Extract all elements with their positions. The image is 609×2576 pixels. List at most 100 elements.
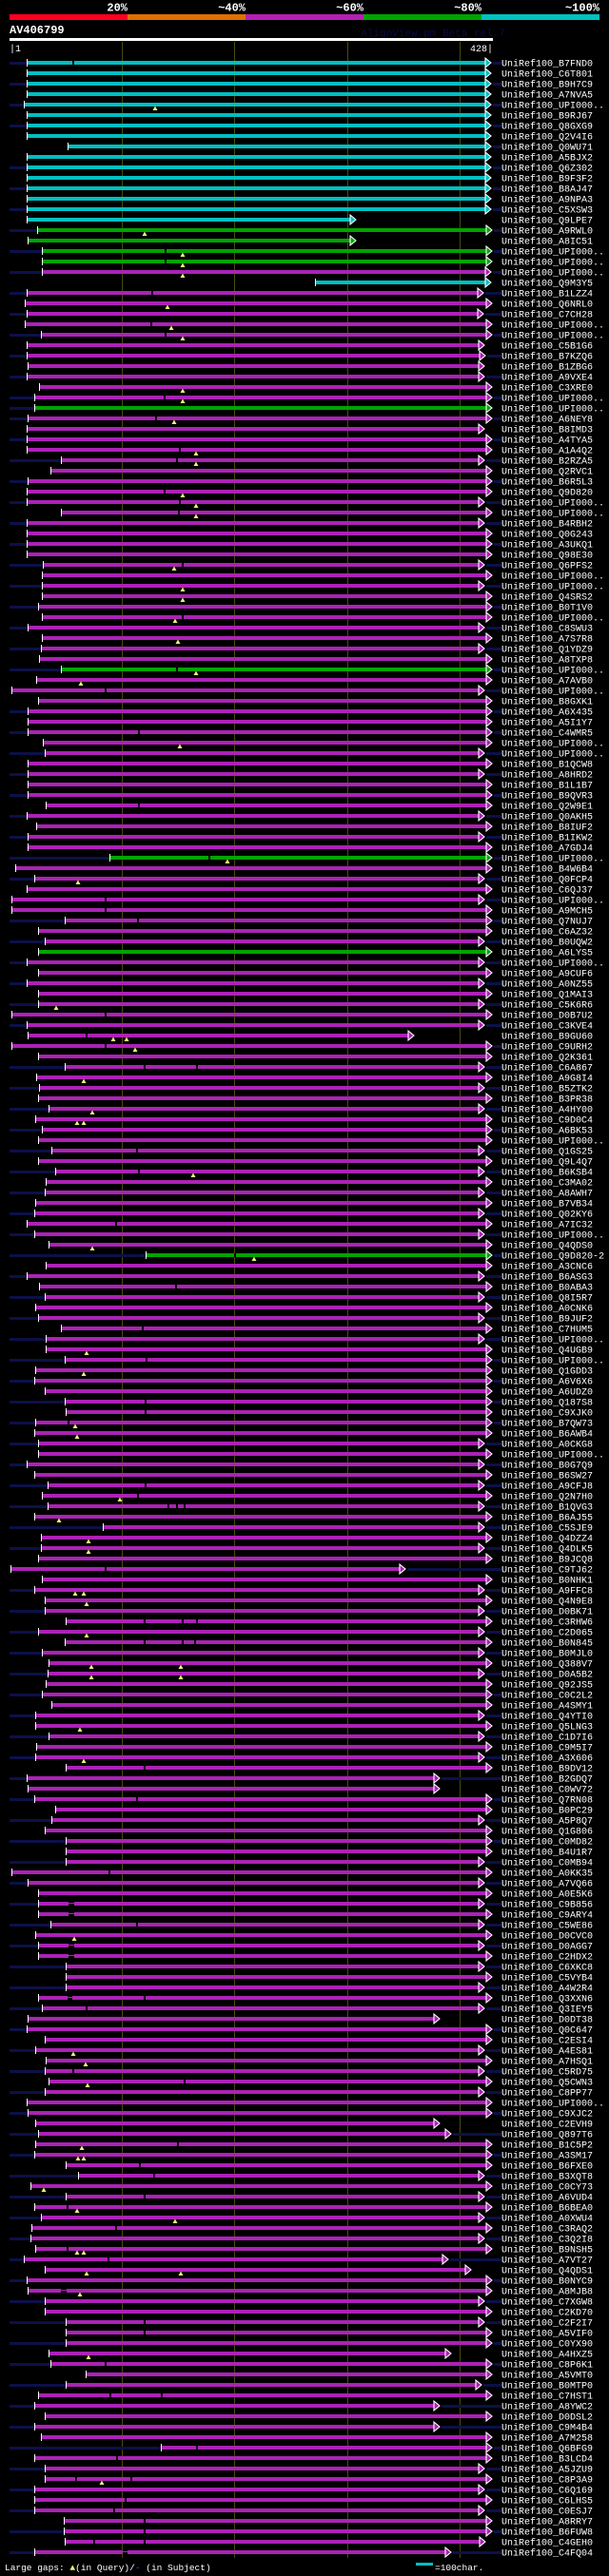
svg-text:UniRef100_B2RZA5: UniRef100_B2RZA5	[501, 456, 593, 468]
svg-text:UniRef100_A0NZ55: UniRef100_A0NZ55	[501, 979, 593, 991]
svg-text:UniRef100_Q2RVC1: UniRef100_Q2RVC1	[501, 467, 593, 478]
svg-text:UniRef100_C3RAQ2: UniRef100_C3RAQ2	[501, 2224, 593, 2236]
svg-text:UniRef100_C6A867: UniRef100_C6A867	[501, 1063, 593, 1075]
svg-text:UniRef100_A0CNK6: UniRef100_A0CNK6	[501, 1304, 593, 1315]
svg-text:UniRef100_Q2N7H0: UniRef100_Q2N7H0	[501, 1492, 593, 1503]
svg-text:UniRef100_C8PP77: UniRef100_C8PP77	[501, 2088, 593, 2100]
svg-text:UniRef100_B3XQT8: UniRef100_B3XQT8	[501, 2172, 593, 2183]
svg-text:UniRef100_UPI000..: UniRef100_UPI000..	[501, 571, 604, 583]
svg-text:428|: 428|	[470, 44, 493, 55]
svg-text:UniRef100_A9NPA3: UniRef100_A9NPA3	[501, 195, 593, 206]
svg-text:=100char.: =100char.	[435, 2563, 483, 2573]
svg-text:UniRef100_Q0G243: UniRef100_Q0G243	[501, 530, 593, 541]
svg-text:UniRef100_C9XJK0: UniRef100_C9XJK0	[501, 1408, 593, 1420]
svg-text:UniRef100_C8P6K1: UniRef100_C8P6K1	[501, 2360, 593, 2372]
svg-text:UniRef100_Q0WU71: UniRef100_Q0WU71	[501, 143, 593, 154]
svg-text:AV406799: AV406799	[10, 24, 65, 37]
svg-text:UniRef100_C0ESJ7: UniRef100_C0ESJ7	[501, 2507, 593, 2518]
svg-text:UniRef100_B2GDQ7: UniRef100_B2GDQ7	[501, 1774, 593, 1786]
svg-text:UniRef100_A6LYS5: UniRef100_A6LYS5	[501, 948, 593, 959]
svg-text:UniRef100_A8HRD2: UniRef100_A8HRD2	[501, 770, 593, 782]
svg-text:UniRef100_A5VIF0: UniRef100_A5VIF0	[501, 2329, 593, 2340]
svg-text:UniRef100_B5ZTK2: UniRef100_B5ZTK2	[501, 1084, 593, 1095]
svg-text:UniRef100_A9G8I4: UniRef100_A9G8I4	[501, 1074, 593, 1085]
svg-text:UniRef100_B9JUF2: UniRef100_B9JUF2	[501, 1314, 593, 1326]
svg-text:UniRef100_Q5CWN3: UniRef100_Q5CWN3	[501, 2078, 593, 2089]
svg-text:~60%: ~60%	[336, 2, 364, 15]
svg-text:UniRef100_C3XRE0: UniRef100_C3XRE0	[501, 383, 593, 395]
svg-text:UniRef100_Q1YDZ9: UniRef100_Q1YDZ9	[501, 645, 593, 656]
svg-text:UniRef100_A6BK53: UniRef100_A6BK53	[501, 1126, 593, 1137]
svg-text:UniRef100_C0WV72: UniRef100_C0WV72	[501, 1785, 593, 1796]
svg-text:UniRef100_D0A5B2: UniRef100_D0A5B2	[501, 1670, 593, 1681]
svg-text:UniRef100_B8IUF2: UniRef100_B8IUF2	[501, 823, 593, 834]
svg-text:UniRef100_C0YX90: UniRef100_C0YX90	[501, 2339, 593, 2351]
svg-text:UniRef100_A0KK35: UniRef100_A0KK35	[501, 1869, 593, 1880]
svg-text:UniRef100_C5XSW3: UniRef100_C5XSW3	[501, 205, 593, 217]
svg-text:UniRef100_Q2V4I6: UniRef100_Q2V4I6	[501, 132, 593, 144]
svg-text:UniRef100_C3RHW6: UniRef100_C3RHW6	[501, 1617, 593, 1629]
svg-text:UniRef100_B1LZZ4: UniRef100_B1LZZ4	[501, 289, 593, 300]
svg-text:UniRef100_Q3IEY5: UniRef100_Q3IEY5	[501, 2005, 593, 2016]
svg-text:UniRef100_B9QVR3: UniRef100_B9QVR3	[501, 791, 593, 803]
svg-text:UniRef100_C0C2L2: UniRef100_C0C2L2	[501, 1691, 593, 1702]
svg-text:UniRef100_A5BJX2: UniRef100_A5BJX2	[501, 153, 593, 165]
svg-text:UniRef100_B6BEA0: UniRef100_B6BEA0	[501, 2203, 593, 2215]
svg-text:UniRef100_UPI000..: UniRef100_UPI000..	[501, 854, 604, 865]
svg-text:UniRef100_B1QCW8: UniRef100_B1QCW8	[501, 760, 593, 771]
svg-text:UniRef100_A7GDJ4: UniRef100_A7GDJ4	[501, 843, 593, 855]
svg-text:UniRef100_A9MCH5: UniRef100_A9MCH5	[501, 906, 593, 918]
svg-text:UniRef100_Q9M3Y5: UniRef100_Q9M3Y5	[501, 279, 593, 290]
svg-text:~100%: ~100%	[565, 2, 600, 15]
svg-text:UniRef100_B7FND0: UniRef100_B7FND0	[501, 59, 593, 70]
svg-text:UniRef100_UPI000..: UniRef100_UPI000..	[501, 1230, 604, 1242]
svg-text:UniRef100_B9JCQ8: UniRef100_B9JCQ8	[501, 1555, 593, 1566]
svg-text:UniRef100_C4FQ04: UniRef100_C4FQ04	[501, 2548, 593, 2560]
svg-text:UniRef100_B6FUW8: UniRef100_B6FUW8	[501, 2528, 593, 2539]
svg-text:UniRef100_C2HDX2: UniRef100_C2HDX2	[501, 1952, 593, 1964]
svg-text:UniRef100_A6NEY8: UniRef100_A6NEY8	[501, 415, 593, 426]
svg-text:UniRef100_UPI000..: UniRef100_UPI000..	[501, 959, 604, 970]
svg-text:UniRef100_C7HUM5: UniRef100_C7HUM5	[501, 1325, 593, 1336]
svg-text:UniRef100_C6T801: UniRef100_C6T801	[501, 69, 593, 81]
svg-text:UniRef100_C9XJC2: UniRef100_C9XJC2	[501, 2109, 593, 2121]
svg-text:UniRef100_D0DT38: UniRef100_D0DT38	[501, 2015, 593, 2026]
svg-text:UniRef100_Q1MAI3: UniRef100_Q1MAI3	[501, 990, 593, 1001]
svg-text:UniRef100_C5K6R6: UniRef100_C5K6R6	[501, 1000, 593, 1012]
svg-text:UniRef100_Q8GXG9: UniRef100_Q8GXG9	[501, 122, 593, 133]
svg-text:UniRef100_UPI000..: UniRef100_UPI000..	[501, 1356, 604, 1367]
svg-text:UniRef100_B0PC29: UniRef100_B0PC29	[501, 1806, 593, 1817]
svg-text:UniRef100_A4SMY1: UniRef100_A4SMY1	[501, 1701, 593, 1713]
svg-text:UniRef100_D0DSL2: UniRef100_D0DSL2	[501, 2412, 593, 2424]
svg-text:UniRef100_B6ASG3: UniRef100_B6ASG3	[501, 1272, 593, 1284]
svg-text:UniRef100_A9VXE4: UniRef100_A9VXE4	[501, 373, 593, 384]
svg-text:UniRef100_Q4DZZ4: UniRef100_Q4DZZ4	[501, 1534, 593, 1545]
svg-text:UniRef100_A5VMT0: UniRef100_A5VMT0	[501, 2371, 593, 2382]
svg-text:~80%: ~80%	[454, 2, 482, 15]
svg-text:UniRef100_Q8I5R7: UniRef100_Q8I5R7	[501, 1293, 593, 1305]
svg-text:UniRef100_C8P3A9: UniRef100_C8P3A9	[501, 2475, 593, 2487]
svg-text:UniRef100_C8SWU3: UniRef100_C8SWU3	[501, 624, 593, 635]
svg-text:UniRef100_C6AZ32: UniRef100_C6AZ32	[501, 927, 593, 939]
svg-text:UniRef100_A4TYA5: UniRef100_A4TYA5	[501, 436, 593, 447]
svg-text:UniRef100_C5RD75: UniRef100_C5RD75	[501, 2067, 593, 2079]
svg-text:UniRef100_Q9LPE7: UniRef100_Q9LPE7	[501, 216, 593, 227]
svg-text:UniRef100_A9FFC8: UniRef100_A9FFC8	[501, 1586, 593, 1598]
svg-text:UniRef100_UPI000..: UniRef100_UPI000..	[501, 498, 604, 510]
svg-text:UniRef100_UPI000..: UniRef100_UPI000..	[501, 331, 604, 342]
svg-text:20%: 20%	[107, 2, 128, 15]
svg-text:UniRef100_Q897T6: UniRef100_Q897T6	[501, 2130, 593, 2141]
svg-text:UniRef100_Q98E30: UniRef100_Q98E30	[501, 551, 593, 562]
svg-text:UniRef100_UPI000..: UniRef100_UPI000..	[501, 509, 604, 520]
svg-text:UniRef100_B6SW27: UniRef100_B6SW27	[501, 1471, 593, 1482]
svg-text:UniRef100_Q4UGB9: UniRef100_Q4UGB9	[501, 1346, 593, 1357]
svg-text:UniRef100_Q5LNG3: UniRef100_Q5LNG3	[501, 1722, 593, 1733]
svg-text:UniRef100_Q9D820-2: UniRef100_Q9D820-2	[501, 1251, 604, 1263]
svg-text:UniRef100_C1D7I6: UniRef100_C1D7I6	[501, 1733, 593, 1744]
svg-text:UniRef100_Q6Z302: UniRef100_Q6Z302	[501, 164, 593, 175]
svg-text:UniRef100_B6KSB4: UniRef100_B6KSB4	[501, 1168, 593, 1179]
svg-text:UniRef100_A8YWC2: UniRef100_A8YWC2	[501, 2402, 593, 2413]
svg-text:UniRef100_D0BK71: UniRef100_D0BK71	[501, 1607, 593, 1618]
svg-text:UniRef100_B4W6B4: UniRef100_B4W6B4	[501, 864, 593, 876]
svg-text:UniRef100_B3PR38: UniRef100_B3PR38	[501, 1094, 593, 1106]
